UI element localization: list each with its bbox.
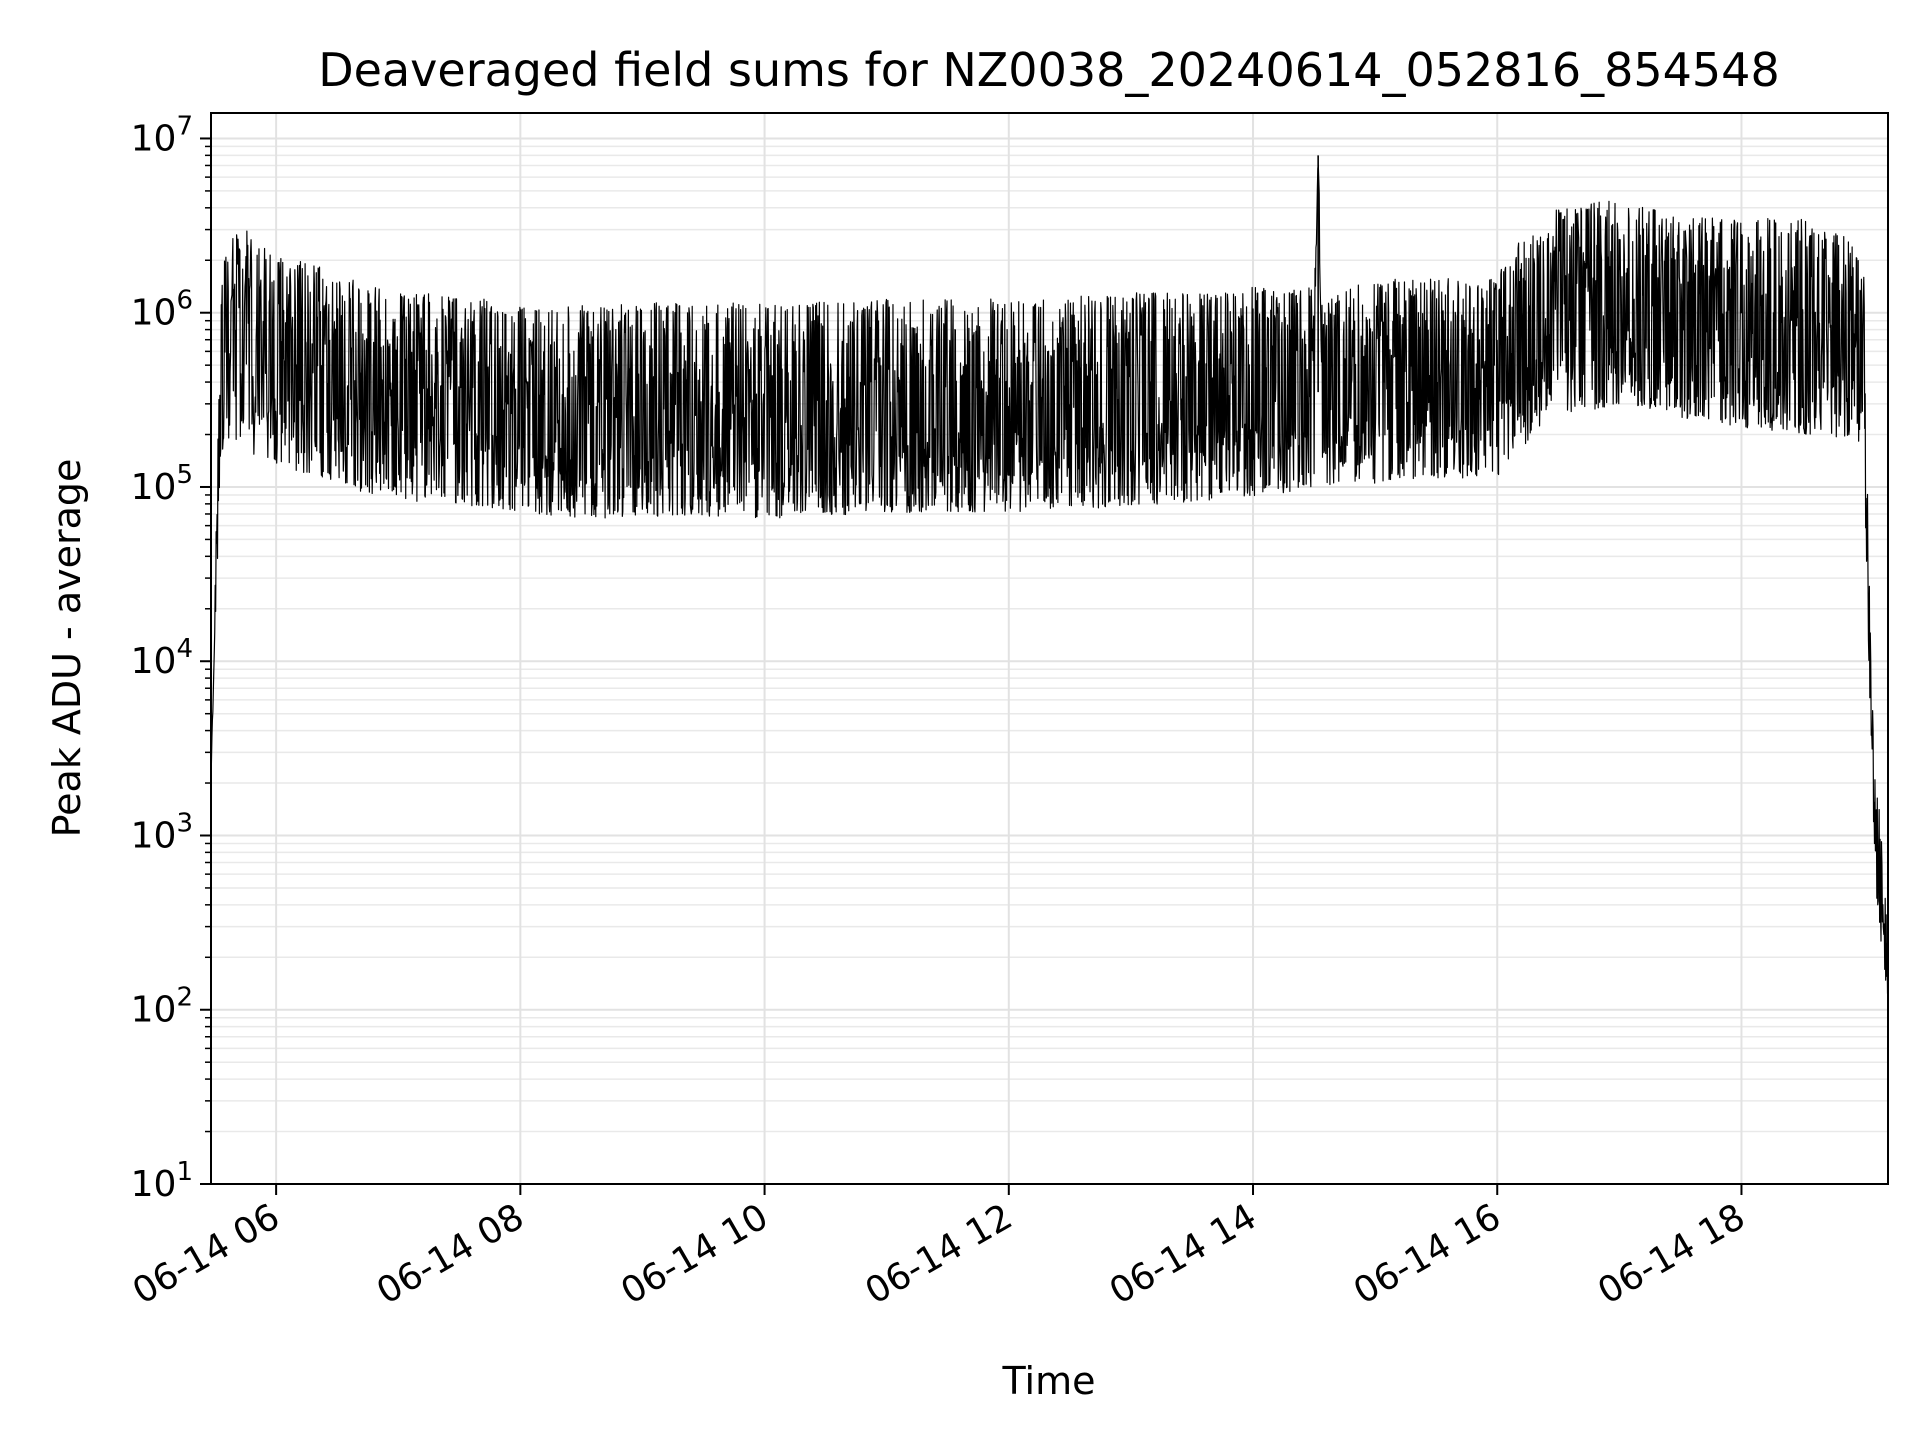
y-tick-label: 104 <box>131 634 193 682</box>
x-tick-label: 06-14 08 <box>370 1196 531 1312</box>
x-tick-label: 06-14 14 <box>1103 1196 1264 1312</box>
y-tick-label: 101 <box>131 1157 193 1205</box>
y-tick-label: 102 <box>131 983 193 1031</box>
x-tick-label: 06-14 18 <box>1591 1196 1752 1312</box>
x-tick-label: 06-14 16 <box>1347 1196 1508 1312</box>
x-tick-label: 06-14 06 <box>126 1196 287 1312</box>
y-tick-label: 103 <box>131 808 193 856</box>
y-axis-label: Peak ADU - average <box>45 459 89 838</box>
y-tick-label: 107 <box>131 111 193 159</box>
y-tick-label: 106 <box>131 286 193 334</box>
plot-frame <box>210 112 1889 1185</box>
chart-title: Deaveraged field sums for NZ0038_2024061… <box>318 43 1779 97</box>
x-axis-label: Time <box>1002 1359 1096 1403</box>
series-line <box>210 164 1889 995</box>
ticks-layer: 101 102 103 104 105 106 107 06-14 06 06-14 08 06-… <box>126 111 1752 1312</box>
x-tick-label: 06-14 10 <box>614 1196 775 1312</box>
x-tick-label: 06-14 12 <box>859 1196 1020 1312</box>
y-tick-label: 105 <box>131 460 193 508</box>
series-layer <box>210 155 1889 995</box>
